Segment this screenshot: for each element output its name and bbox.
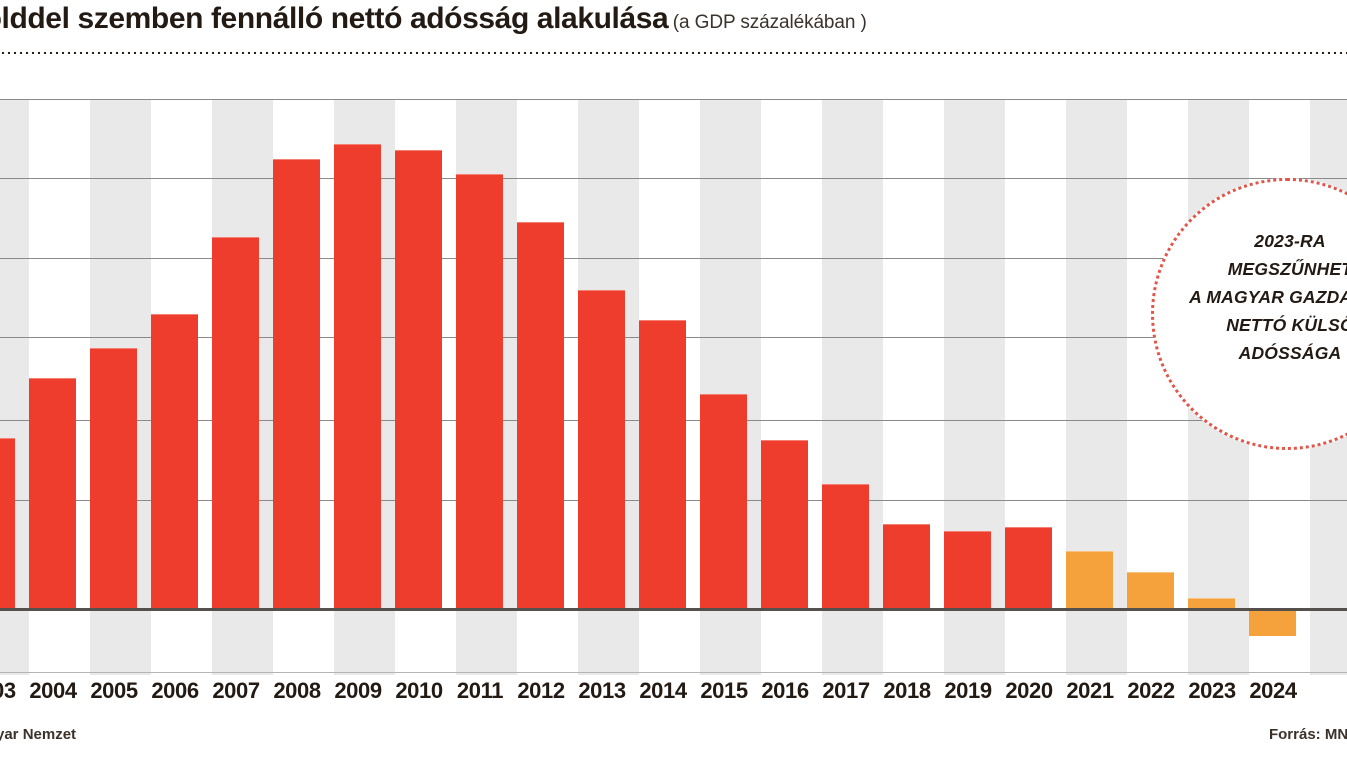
gridline <box>0 500 1347 501</box>
column-band <box>700 99 761 609</box>
footer-source: Forrás: MNB <box>1268 726 1347 743</box>
column-band-lower <box>1066 611 1127 675</box>
x-tick-2007: 2007 <box>212 678 260 703</box>
x-tick-2020: 2020 <box>1005 678 1053 703</box>
gridline <box>0 258 1347 259</box>
column-band <box>456 99 517 609</box>
callout-text: 2023-RA MEGSZŰNHET A MAGYAR GAZDASÁG NET… <box>1189 231 1347 363</box>
axis-bottom-rule <box>0 672 1347 673</box>
zero-baseline <box>0 608 1347 611</box>
column-band-lower <box>0 611 29 675</box>
column-band <box>822 99 883 609</box>
x-tick-2003: 2003 <box>0 678 16 703</box>
x-tick-2024: 2024 <box>1249 678 1297 703</box>
x-tick-2016: 2016 <box>761 678 809 703</box>
column-band <box>212 99 273 609</box>
x-tick-2012: 2012 <box>517 678 565 703</box>
column-band <box>1066 99 1127 609</box>
column-band <box>90 99 151 609</box>
x-tick-2019: 2019 <box>944 678 992 703</box>
x-tick-2017: 2017 <box>822 678 870 703</box>
gridline <box>0 420 1347 421</box>
chart-header: földdel szemben fennálló nettó adósság a… <box>0 0 1347 58</box>
x-tick-2023: 2023 <box>1188 678 1236 703</box>
column-band-lower <box>944 611 1005 675</box>
title-unit-text: (a GDP százalékában ) <box>672 12 867 33</box>
gridline <box>0 178 1347 179</box>
gridline <box>0 99 1347 100</box>
column-bands-below-axis <box>0 611 1347 675</box>
x-tick-2021: 2021 <box>1066 678 1114 703</box>
x-tick-2011: 2011 <box>456 678 504 703</box>
x-tick-2013: 2013 <box>578 678 626 703</box>
column-band <box>944 99 1005 609</box>
column-band-lower <box>578 611 639 675</box>
footer-publication: Magyar Nemzet <box>0 726 77 743</box>
column-band <box>0 99 29 609</box>
column-band-lower <box>456 611 517 675</box>
x-tick-2022: 2022 <box>1127 678 1175 703</box>
header-dotted-rule <box>0 50 1347 54</box>
x-tick-2004: 2004 <box>29 678 77 703</box>
column-band <box>334 99 395 609</box>
page-title: földdel szemben fennálló nettó adósság a… <box>0 2 867 36</box>
chart-plot-area <box>0 99 1347 609</box>
x-tick-2018: 2018 <box>883 678 931 703</box>
x-tick-2009: 2009 <box>334 678 382 703</box>
column-band-lower <box>334 611 395 675</box>
x-tick-2015: 2015 <box>700 678 748 703</box>
x-tick-2005: 2005 <box>90 678 138 703</box>
title-main-text: földdel szemben fennálló nettó adósság a… <box>0 2 669 35</box>
column-band-lower <box>700 611 761 675</box>
x-axis-labels: 2003 2004 2005 2006 2007 2008 2009 2010 2011 2012… <box>0 678 1347 712</box>
x-tick-2014: 2014 <box>639 678 687 703</box>
gridline <box>0 337 1347 338</box>
x-tick-2010: 2010 <box>395 678 443 703</box>
x-tick-2008: 2008 <box>273 678 321 703</box>
x-tick-2006: 2006 <box>151 678 199 703</box>
chart-footer: Magyar Nemzet Forrás: MNB <box>0 726 1347 758</box>
column-band-lower <box>1188 611 1249 675</box>
column-band-lower <box>822 611 883 675</box>
column-band-lower <box>212 611 273 675</box>
column-band <box>578 99 639 609</box>
column-band-lower <box>90 611 151 675</box>
column-band-lower <box>1310 611 1347 675</box>
